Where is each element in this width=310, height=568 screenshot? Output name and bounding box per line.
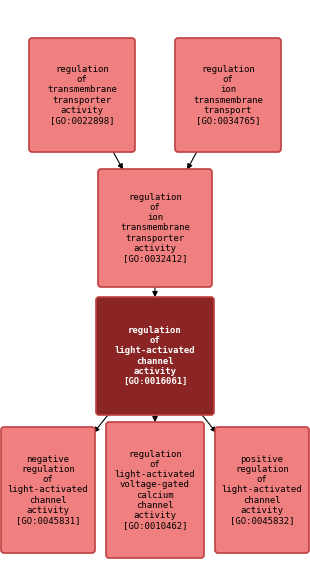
Text: regulation
of
transmembrane
transporter
activity
[GO:0022898]: regulation of transmembrane transporter … xyxy=(47,65,117,124)
FancyBboxPatch shape xyxy=(1,427,95,553)
Text: regulation
of
ion
transmembrane
transport
[GO:0034765]: regulation of ion transmembrane transpor… xyxy=(193,65,263,124)
FancyBboxPatch shape xyxy=(98,169,212,287)
Text: regulation
of
light-activated
channel
activity
[GO:0016061]: regulation of light-activated channel ac… xyxy=(115,327,195,386)
Text: regulation
of
light-activated
voltage-gated
calcium
channel
activity
[GO:0010462: regulation of light-activated voltage-ga… xyxy=(115,450,195,530)
Text: positive
regulation
of
light-activated
channel
activity
[GO:0045832]: positive regulation of light-activated c… xyxy=(222,456,302,525)
Text: regulation
of
ion
transmembrane
transporter
activity
[GO:0032412]: regulation of ion transmembrane transpor… xyxy=(120,193,190,262)
FancyBboxPatch shape xyxy=(175,38,281,152)
FancyBboxPatch shape xyxy=(215,427,309,553)
FancyBboxPatch shape xyxy=(106,422,204,558)
Text: negative
regulation
of
light-activated
channel
activity
[GO:0045831]: negative regulation of light-activated c… xyxy=(8,456,88,525)
FancyBboxPatch shape xyxy=(96,297,214,415)
FancyBboxPatch shape xyxy=(29,38,135,152)
